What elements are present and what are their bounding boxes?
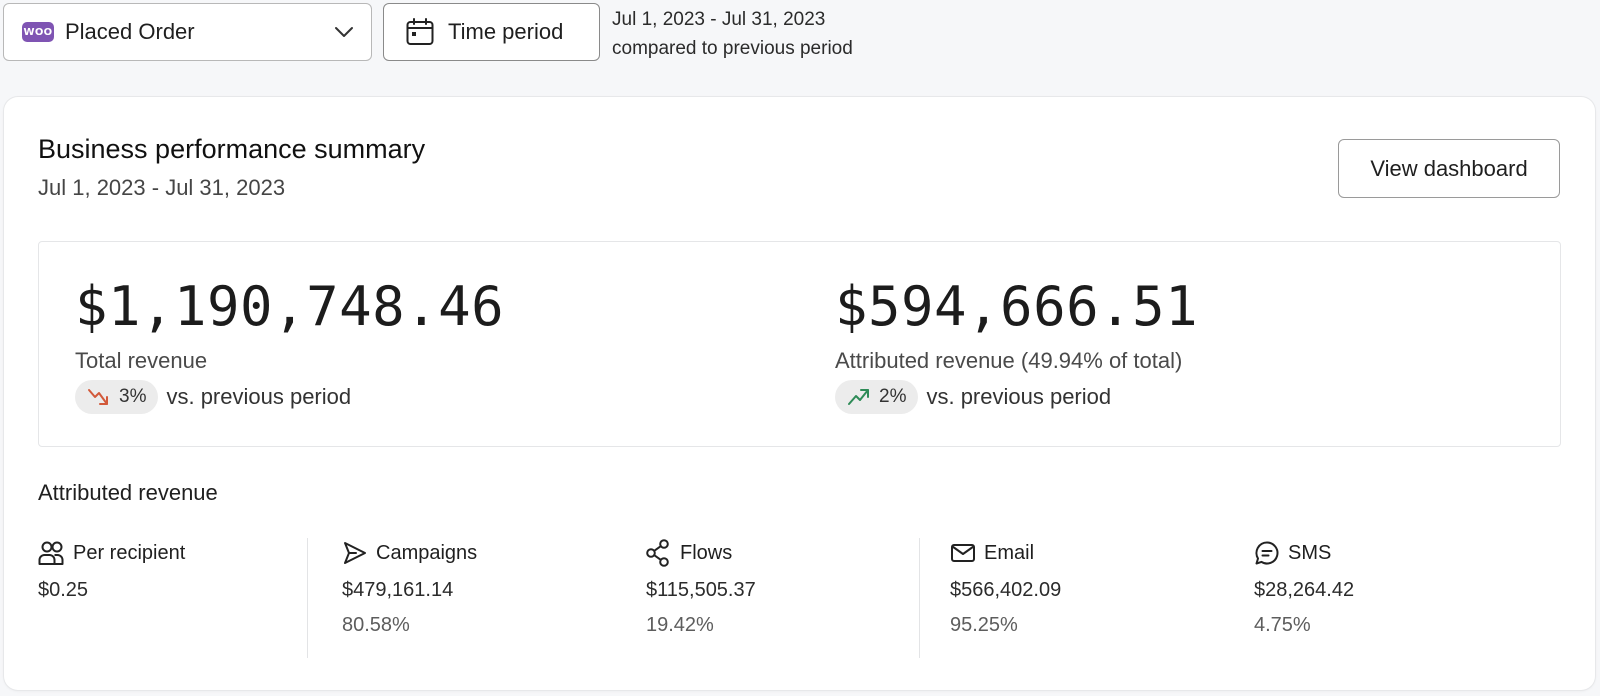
card-date-range: Jul 1, 2023 - Jul 31, 2023 bbox=[38, 175, 286, 200]
sms-icon bbox=[1255, 541, 1279, 565]
period-info: Jul 1, 2023 - Jul 31, 2023 compared to p… bbox=[612, 5, 853, 63]
divider bbox=[919, 538, 920, 658]
channel-per-recipient: Per recipient $0.25 bbox=[38, 538, 185, 658]
channel-name: Per recipient bbox=[73, 541, 186, 564]
divider bbox=[307, 538, 308, 658]
attributed-revenue-label: Attributed revenue (49.94% of total) bbox=[835, 348, 1183, 373]
trend-up-icon bbox=[848, 389, 869, 405]
channel-percent: 4.75% bbox=[1254, 614, 1311, 636]
channel-value: $0.25 bbox=[38, 579, 89, 601]
total-revenue-kpi: $1,190,748.46 Total revenue 3% vs. previ… bbox=[75, 276, 504, 414]
card-title: Business performance summary bbox=[38, 134, 426, 164]
woocommerce-logo: WOO bbox=[22, 22, 54, 42]
attributed-revenue-value: $594,666.51 bbox=[835, 275, 1199, 338]
period-date-range: Jul 1, 2023 - Jul 31, 2023 bbox=[612, 9, 826, 30]
users-icon bbox=[38, 541, 64, 565]
view-dashboard-button[interactable]: View dashboard bbox=[1338, 139, 1560, 198]
change-badge-down: 3% bbox=[75, 380, 159, 414]
attributed-revenue-kpi: $594,666.51 Attributed revenue (49.94% o… bbox=[835, 276, 1198, 414]
period-comparison: compared to previous period bbox=[612, 38, 853, 59]
total-vs-label: vs. previous period bbox=[166, 384, 352, 409]
time-period-label: Time period bbox=[448, 19, 564, 44]
metric-dropdown[interactable]: WOO Placed Order bbox=[3, 3, 372, 61]
total-revenue-label: Total revenue bbox=[75, 348, 208, 373]
channel-campaigns: Campaigns $479,161.14 80.58% bbox=[342, 538, 477, 658]
channel-name: Email bbox=[984, 541, 1035, 564]
change-badge-up: 2% bbox=[835, 380, 919, 414]
total-revenue-value: $1,190,748.46 bbox=[75, 275, 505, 338]
channel-value: $566,402.09 bbox=[950, 579, 1062, 601]
channel-value: $479,161.14 bbox=[342, 579, 454, 601]
send-icon bbox=[344, 542, 366, 564]
filter-bar: WOO Placed Order Time period Jul 1, 2023… bbox=[0, 0, 1600, 70]
channel-breakdown: Per recipient $0.25 Campaigns $479,161.1… bbox=[38, 538, 1561, 658]
attributed-vs-label: vs. previous period bbox=[926, 384, 1112, 409]
channel-flows: Flows $115,505.37 19.42% bbox=[646, 538, 756, 658]
trend-down-icon bbox=[88, 389, 108, 405]
channel-name: Flows bbox=[680, 541, 733, 564]
channel-value: $115,505.37 bbox=[646, 579, 756, 601]
total-revenue-change: 3% vs. previous period bbox=[75, 380, 504, 414]
flow-icon bbox=[646, 539, 669, 567]
revenue-summary-box: $1,190,748.46 Total revenue 3% vs. previ… bbox=[38, 241, 1561, 447]
chevron-down-icon bbox=[335, 27, 353, 37]
mail-icon bbox=[951, 544, 975, 562]
channel-percent: 19.42% bbox=[646, 614, 714, 636]
channel-percent: 95.25% bbox=[950, 614, 1018, 636]
channel-name: Campaigns bbox=[376, 541, 478, 564]
channel-sms: SMS $28,264.42 4.75% bbox=[1254, 538, 1354, 658]
time-period-button[interactable]: Time period bbox=[383, 3, 600, 61]
attributed-revenue-heading: Attributed revenue bbox=[38, 480, 218, 505]
channel-percent: 80.58% bbox=[342, 614, 410, 636]
business-performance-card: Business performance summary Jul 1, 2023… bbox=[4, 97, 1595, 690]
channel-value: $28,264.42 bbox=[1254, 579, 1355, 601]
channel-name: SMS bbox=[1288, 541, 1332, 564]
total-change-value: 3% bbox=[119, 386, 147, 407]
channel-email: Email $566,402.09 95.25% bbox=[950, 538, 1061, 658]
calendar-icon bbox=[406, 18, 434, 45]
attributed-revenue-change: 2% vs. previous period bbox=[835, 380, 1198, 414]
metric-dropdown-label: Placed Order bbox=[65, 19, 195, 44]
attributed-change-value: 2% bbox=[879, 386, 907, 407]
